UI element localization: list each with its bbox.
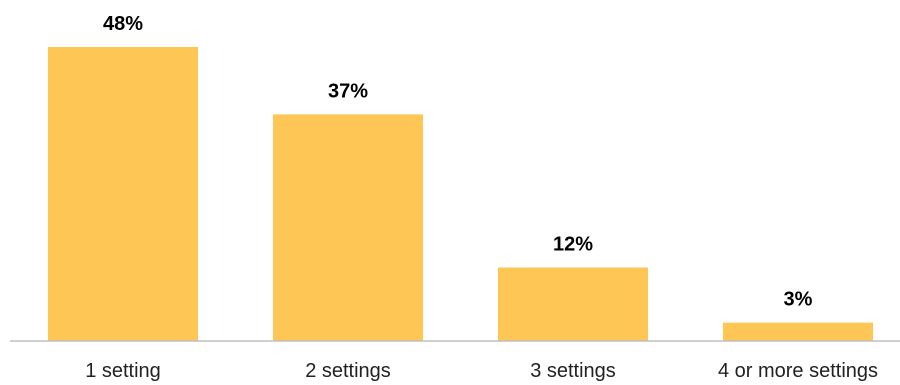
- value-label-4: 3%: [784, 289, 813, 311]
- category-labels-layer: 1 setting 2 settings 3 settings 4 or more s…: [85, 360, 878, 382]
- bar-2: [273, 114, 423, 341]
- category-label-4: 4 or more settings: [718, 360, 878, 382]
- bar-3: [498, 267, 648, 341]
- value-labels-layer: 48% 37% 12% 3%: [103, 13, 813, 311]
- bar-1: [48, 47, 198, 341]
- bar-4: [723, 322, 873, 341]
- value-label-1: 48%: [103, 13, 143, 35]
- category-label-1: 1 setting: [85, 360, 161, 382]
- value-label-3: 12%: [553, 234, 593, 256]
- bars-layer: [48, 47, 873, 341]
- value-label-2: 37%: [328, 80, 368, 102]
- category-label-2: 2 settings: [305, 360, 391, 382]
- category-label-3: 3 settings: [530, 360, 616, 382]
